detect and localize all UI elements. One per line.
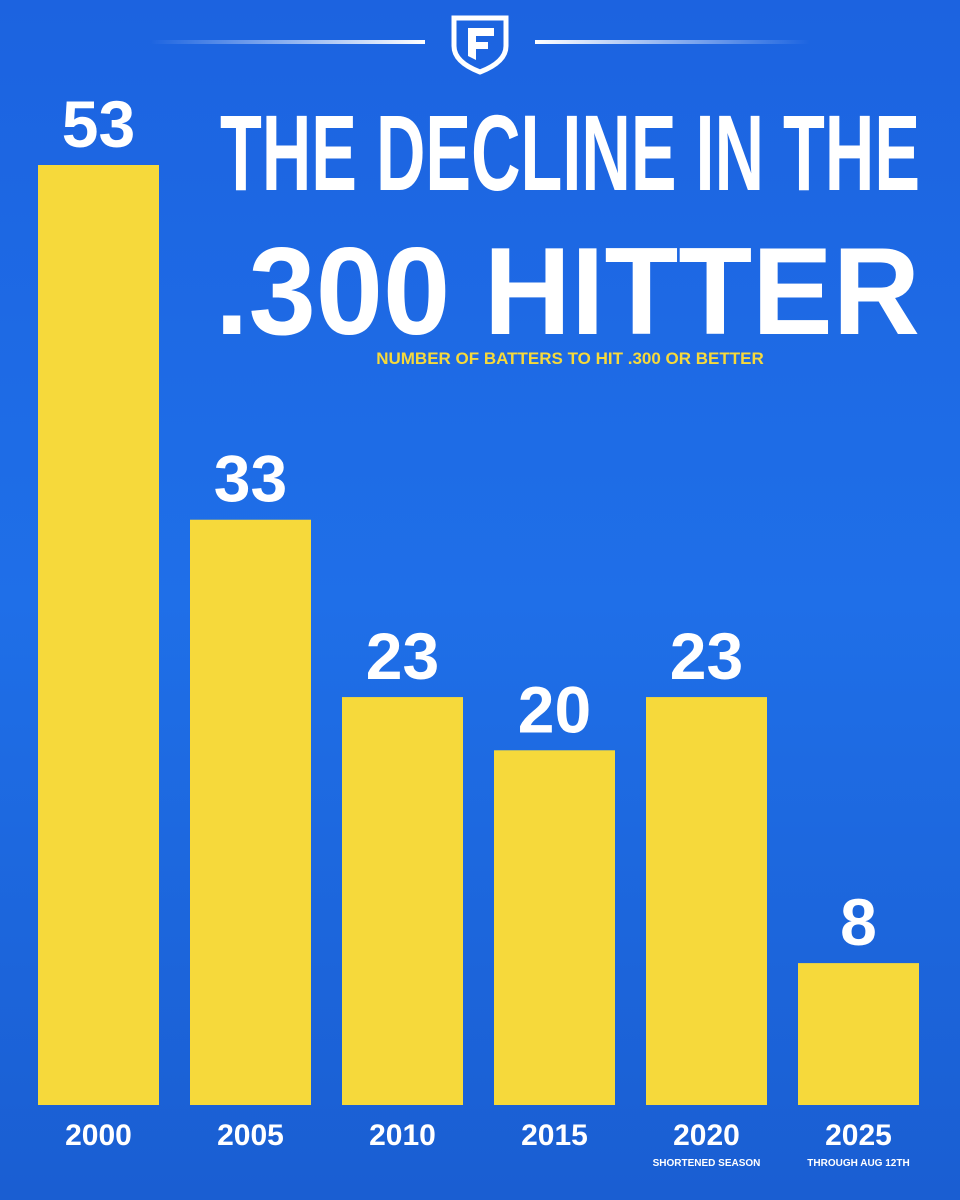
x-tick-label: 2010 [369, 1119, 436, 1152]
value-label: 20 [518, 672, 591, 746]
x-tick-label: 2005 [217, 1119, 284, 1152]
bar [342, 697, 463, 1105]
bar [38, 165, 159, 1105]
category-note: THROUGH AUG 12TH [807, 1158, 909, 1169]
chart-subtitle: NUMBER OF BATTERS TO HIT .300 OR BETTER [376, 349, 764, 368]
value-label: 53 [62, 87, 135, 161]
value-label: 23 [670, 619, 743, 693]
value-label: 8 [840, 885, 877, 959]
bar [190, 519, 311, 1105]
bar [646, 697, 767, 1105]
value-label: 33 [214, 442, 287, 516]
chart-title: THE DECLINE IN THE [220, 92, 920, 213]
chart-title: .300 HITTER [215, 223, 920, 361]
x-tick-label: 2020 [673, 1119, 740, 1152]
category-note: SHORTENED SEASON [653, 1158, 761, 1169]
x-tick-label: 2025 [825, 1119, 892, 1152]
x-tick-label: 2000 [65, 1119, 132, 1152]
value-label: 23 [366, 619, 439, 693]
logo [451, 15, 509, 75]
bar [798, 963, 919, 1105]
x-tick-label: 2015 [521, 1119, 588, 1152]
header-line [535, 40, 810, 44]
header-line [150, 40, 425, 44]
bar [494, 750, 615, 1105]
